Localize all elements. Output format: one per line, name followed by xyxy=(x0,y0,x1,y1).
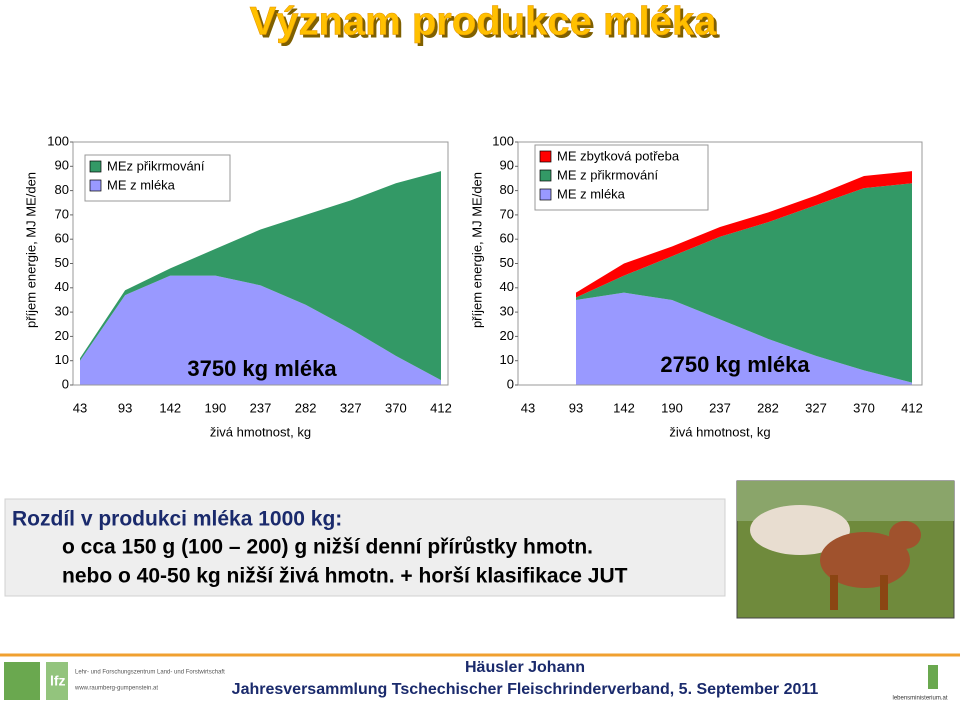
x-tick-label: 142 xyxy=(613,400,635,415)
x-tick-label: 282 xyxy=(757,400,779,415)
y-axis-label: příjem energie, MJ ME/den xyxy=(23,172,38,328)
x-tick-label: 327 xyxy=(340,400,362,415)
x-tick-label: 43 xyxy=(521,400,535,415)
x-tick-label: 190 xyxy=(661,400,683,415)
y-tick-label: 20 xyxy=(500,328,514,343)
photo xyxy=(736,480,955,619)
x-tick-label: 412 xyxy=(430,400,452,415)
y-tick-label: 90 xyxy=(55,158,69,173)
y-tick-label: 0 xyxy=(62,376,69,391)
x-tick-label: 237 xyxy=(709,400,731,415)
box-line: Rozdíl v produkci mléka 1000 kg: xyxy=(12,508,342,531)
annotation: 2750 kg mléka xyxy=(660,352,810,377)
legend-label: ME z mléka xyxy=(557,186,626,201)
title-shadow: Význam produkce mléka xyxy=(253,3,721,47)
logo-text: Lehr- und Forschungszentrum Land- und Fo… xyxy=(75,670,225,676)
area xyxy=(576,183,912,383)
legend-swatch xyxy=(539,150,552,163)
y-tick-label: 40 xyxy=(500,279,514,294)
x-tick-label: 370 xyxy=(385,400,407,415)
legend-label: ME z mléka xyxy=(107,177,176,192)
footer-event: Jahresversammlung Tschechischer Fleischr… xyxy=(232,681,819,698)
area xyxy=(576,292,912,385)
ministry: lebensministerium.at xyxy=(892,696,947,702)
y-tick-label: 50 xyxy=(55,255,69,270)
y-tick-label: 80 xyxy=(500,182,514,197)
y-tick-label: 40 xyxy=(55,279,69,294)
annotation: 3750 kg mléka xyxy=(187,356,337,381)
y-tick-label: 90 xyxy=(500,158,514,173)
x-tick-label: 412 xyxy=(901,400,923,415)
box-line: o cca 150 g (100 – 200) g nižší denní př… xyxy=(62,536,593,559)
y-tick-label: 70 xyxy=(500,206,514,221)
y-tick-label: 80 xyxy=(55,182,69,197)
x-tick-label: 237 xyxy=(250,400,272,415)
x-tick-label: 190 xyxy=(205,400,227,415)
legend-swatch xyxy=(89,160,102,173)
x-tick-label: 282 xyxy=(295,400,317,415)
ministry-logo xyxy=(928,665,938,689)
x-tick-label: 93 xyxy=(118,400,132,415)
legend-box xyxy=(84,154,231,202)
area xyxy=(80,275,441,385)
x-axis-label: živá hmotnost, kg xyxy=(210,424,311,439)
logo xyxy=(46,662,68,700)
logo-url: www.raumberg-gumpenstein.at xyxy=(74,686,158,692)
x-tick-label: 327 xyxy=(805,400,827,415)
y-tick-label: 10 xyxy=(55,352,69,367)
x-tick-label: 370 xyxy=(853,400,875,415)
legend-label: MEz přikrmování xyxy=(107,158,205,173)
box-line: nebo o 40-50 kg nižší živá hmotn. + horš… xyxy=(62,565,628,588)
x-tick-label: 43 xyxy=(73,400,87,415)
y-tick-label: 100 xyxy=(47,133,69,148)
y-tick-label: 0 xyxy=(507,376,514,391)
legend-label: ME zbytková potřeba xyxy=(557,148,680,163)
legend-swatch xyxy=(539,169,552,182)
y-tick-label: 70 xyxy=(55,206,69,221)
y-axis-label: příjem energie, MJ ME/den xyxy=(469,172,484,328)
legend-swatch xyxy=(539,188,552,201)
legend-box xyxy=(534,144,709,211)
y-tick-label: 20 xyxy=(55,328,69,343)
y-tick-label: 50 xyxy=(500,255,514,270)
title: Význam produkce mléka xyxy=(250,0,718,44)
area xyxy=(80,171,441,381)
legend-label: ME z přikrmování xyxy=(557,167,659,182)
y-tick-label: 60 xyxy=(500,231,514,246)
legend-swatch xyxy=(89,179,102,192)
y-tick-label: 60 xyxy=(55,231,69,246)
y-tick-label: 30 xyxy=(55,304,69,319)
x-axis-label: živá hmotnost, kg xyxy=(669,424,770,439)
y-tick-label: 30 xyxy=(500,304,514,319)
x-tick-label: 142 xyxy=(159,400,181,415)
text-box xyxy=(4,498,726,597)
logo xyxy=(4,662,40,700)
footer-author: Häusler Johann xyxy=(465,659,585,676)
x-tick-label: 93 xyxy=(569,400,583,415)
y-tick-label: 100 xyxy=(492,133,514,148)
logo-short: lfz xyxy=(50,673,66,689)
y-tick-label: 10 xyxy=(500,352,514,367)
area xyxy=(576,171,912,298)
